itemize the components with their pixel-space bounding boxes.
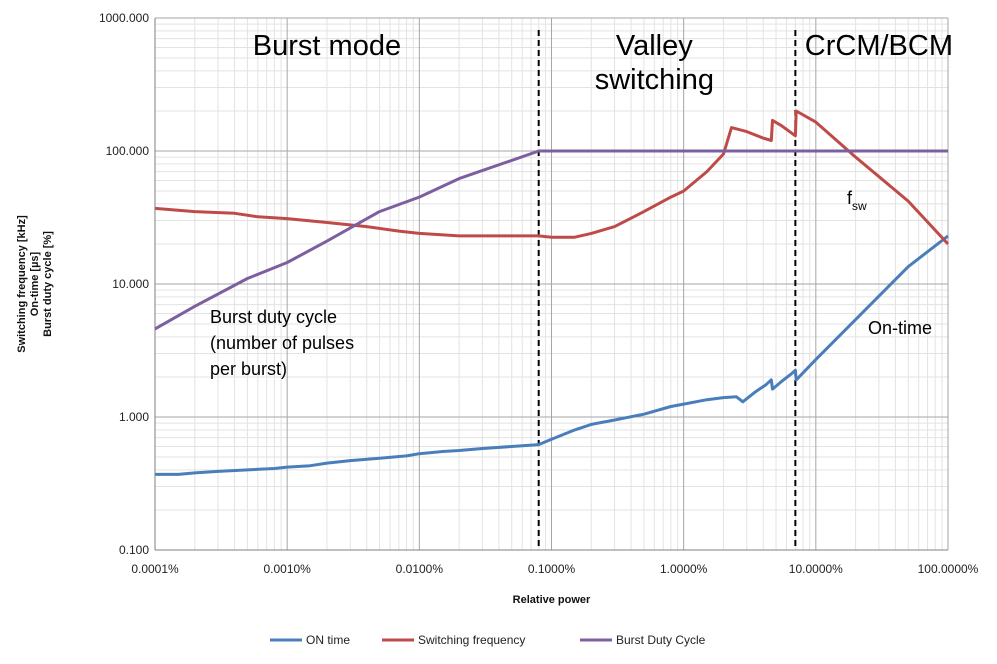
fsw-annotation-subscript: sw bbox=[852, 199, 867, 213]
region-label-line: CrCM/BCM bbox=[805, 30, 953, 62]
region-label-line: switching bbox=[595, 64, 714, 96]
fsw-annotation: fsw bbox=[847, 188, 867, 213]
y-axis-title: Switching frequency [kHz]On-time [µs]Bur… bbox=[16, 215, 54, 353]
region-label: Burst mode bbox=[253, 30, 401, 62]
x-tick-label: 0.0010% bbox=[263, 562, 311, 576]
burst-duty-annotation-line: Burst duty cycle bbox=[210, 307, 337, 327]
y-tick-label: 0.100 bbox=[119, 543, 149, 557]
legend-label: Burst Duty Cycle bbox=[616, 633, 706, 647]
region-label-line: Valley bbox=[616, 30, 693, 62]
x-tick-label: 0.0100% bbox=[396, 562, 444, 576]
y-axis-title-line: On-time [µs] bbox=[29, 251, 41, 316]
region-dividers bbox=[537, 30, 797, 550]
y-axis-title-line: Burst duty cycle [%] bbox=[42, 231, 54, 337]
annotations: Burst mode Valley switching CrCM/BCM Burst d… bbox=[210, 30, 953, 379]
x-tick-label: 100.0000% bbox=[918, 562, 979, 576]
on-time-annotation: On-time bbox=[868, 318, 932, 338]
legend: ON time Switching frequency Burst Duty Cyc… bbox=[270, 633, 706, 647]
axes: 0.100 1.000 10.000 100.000 1000.000 0.0001% 0.… bbox=[16, 11, 979, 606]
region-label: Valley switching bbox=[595, 30, 714, 96]
fsw-annotation-main: f bbox=[847, 188, 853, 208]
series-lines bbox=[154, 109, 950, 476]
series-line bbox=[154, 149, 948, 331]
x-tick-label: 1.0000% bbox=[660, 562, 708, 576]
x-tick-label: 0.0001% bbox=[131, 562, 179, 576]
y-tick-label: 1.000 bbox=[119, 410, 149, 424]
y-axis-title-line: Switching frequency [kHz] bbox=[16, 215, 28, 353]
series-line bbox=[155, 234, 949, 476]
legend-label: Switching frequency bbox=[418, 633, 525, 647]
y-tick-label: 1000.000 bbox=[99, 11, 149, 25]
series-line bbox=[154, 109, 950, 246]
x-axis-title: Relative power bbox=[513, 594, 591, 606]
y-tick-label: 10.000 bbox=[112, 277, 149, 291]
y-tick-label: 100.000 bbox=[106, 144, 150, 158]
region-label-line: Burst mode bbox=[253, 30, 401, 62]
burst-duty-annotation-line: per burst) bbox=[210, 359, 287, 379]
burst-duty-annotation-line: (number of pulses bbox=[210, 333, 354, 353]
region-label: CrCM/BCM bbox=[805, 30, 953, 62]
x-tick-label: 0.1000% bbox=[528, 562, 576, 576]
legend-label: ON time bbox=[306, 633, 350, 647]
grid bbox=[154, 17, 949, 551]
x-tick-label: 10.0000% bbox=[789, 562, 843, 576]
burst-duty-annotation: Burst duty cycle (number of pulses per bur… bbox=[210, 307, 354, 379]
